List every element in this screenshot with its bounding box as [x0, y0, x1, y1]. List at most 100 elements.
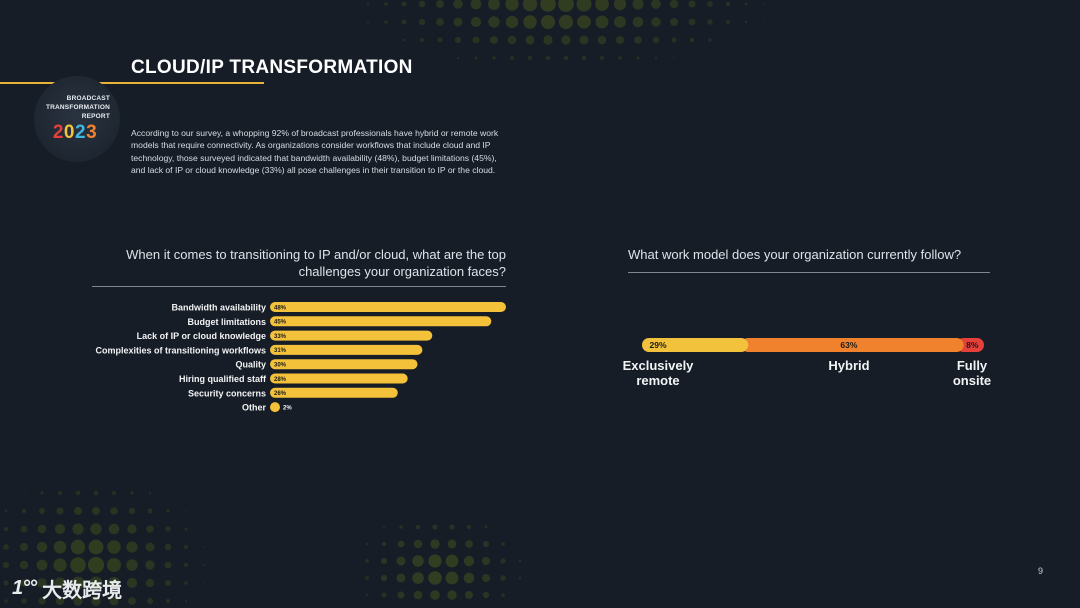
decorative-dot [145, 560, 155, 570]
decorative-dot [418, 0, 426, 8]
decorative-dot [651, 0, 661, 9]
decorative-dot [36, 559, 48, 571]
watermark-logo-text: 大数跨境 [42, 580, 123, 602]
decorative-dot [70, 557, 86, 573]
decorative-dot [56, 507, 64, 515]
decorative-dot [4, 509, 8, 513]
decorative-dot [380, 557, 388, 565]
decorative-dot [482, 591, 490, 599]
decorative-dot [203, 546, 205, 548]
decorative-dot [146, 597, 154, 605]
decorative-dot [92, 507, 100, 515]
decorative-dot [428, 554, 442, 568]
badge-year-digit: 0 [63, 122, 75, 143]
decorative-dot [632, 0, 644, 10]
decorative-dot [412, 572, 424, 584]
decorative-dot [673, 57, 675, 59]
decorative-dot [500, 575, 506, 581]
bar [270, 387, 398, 398]
decorative-dot [88, 539, 104, 555]
decorative-dot [381, 592, 387, 598]
decorative-dot [401, 1, 407, 7]
decorative-dot [510, 56, 514, 60]
decorative-dot [541, 15, 555, 29]
bar-category-label: Hiring qualified staff [179, 374, 267, 384]
decorative-dot [726, 20, 730, 24]
decorative-dot [632, 16, 644, 28]
decorative-dot [636, 56, 640, 60]
decorative-dot [3, 526, 9, 532]
decorative-dot [595, 0, 609, 11]
decorative-dot [651, 17, 661, 27]
decorative-dot [3, 544, 9, 550]
decorative-dot [505, 15, 519, 29]
decorative-dot [397, 540, 405, 548]
decorative-dot [413, 539, 423, 549]
decorative-dot [107, 558, 121, 572]
decorative-dot [500, 558, 506, 564]
decorative-dot [558, 14, 574, 30]
decorative-dot [108, 523, 120, 535]
decorative-dot [456, 56, 460, 60]
decorative-dot [53, 540, 67, 554]
decorative-dot [109, 596, 119, 606]
decorative-dot [505, 0, 519, 11]
bar-value-label: 48% [274, 305, 287, 311]
decorative-dot [579, 35, 589, 45]
decorative-dot [71, 576, 85, 590]
decorative-dot [708, 38, 712, 42]
bar [270, 344, 423, 355]
decorative-dot [365, 593, 369, 597]
decorative-dot [415, 524, 421, 530]
stacked-segment-value: 29% [649, 340, 666, 350]
decorative-dot [128, 507, 136, 515]
decorative-dot [597, 35, 607, 45]
bar-value-label: 45% [274, 320, 287, 326]
decorative-dot [20, 525, 28, 533]
intro-paragraph: According to our survey, a whopping 92% … [131, 128, 499, 176]
decorative-dot [474, 56, 478, 60]
decorative-dot [430, 539, 440, 549]
bar [270, 302, 506, 312]
page-number: 9 [1038, 566, 1044, 576]
decorative-dot [507, 35, 517, 45]
bar [270, 373, 408, 384]
decorative-dot [366, 20, 370, 24]
decorative-dot [126, 541, 138, 553]
decorative-dot [726, 38, 730, 42]
decorative-dot [54, 577, 66, 589]
badge-year: 2023 [40, 122, 110, 144]
decorative-dot [184, 527, 188, 531]
decorative-dot [430, 590, 440, 600]
decorative-dot [501, 542, 505, 546]
decorative-dot [418, 18, 426, 26]
decorative-dot [39, 508, 45, 514]
decorative-dot [436, 18, 444, 26]
bar-category-label: Other [242, 403, 267, 413]
bar-value-label: 31% [274, 348, 287, 354]
decorative-dot [616, 36, 624, 44]
decorative-dot [540, 0, 556, 12]
decorative-dot [21, 598, 27, 604]
bar-category-label: Quality [235, 360, 266, 370]
bar [270, 330, 433, 341]
decorative-dot [581, 55, 587, 61]
decorative-dot [614, 16, 626, 28]
decorative-dot [184, 599, 188, 603]
decorative-dot [401, 19, 407, 25]
bar-category-label: Bandwidth availability [171, 303, 266, 313]
badge-year-digit: 2 [52, 122, 64, 143]
decorative-dot [558, 0, 574, 12]
decorative-dot [128, 597, 136, 605]
decorative-dot [89, 576, 103, 590]
decorative-dot [19, 560, 29, 570]
decorative-dot [145, 578, 155, 588]
report-badge-label: BROADCAST TRANSFORMATION REPORT [40, 94, 110, 121]
decorative-dot [744, 20, 748, 24]
decorative-dot [453, 17, 463, 27]
decorative-dot [21, 508, 27, 514]
decorative-dot [91, 596, 101, 606]
decorative-dot [58, 491, 62, 495]
decorative-dot [482, 557, 490, 565]
decorative-dot [111, 490, 117, 496]
